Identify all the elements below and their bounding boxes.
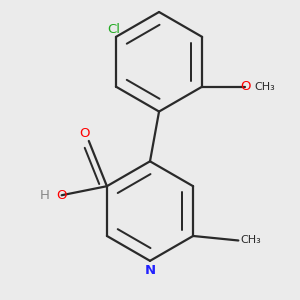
Text: CH₃: CH₃ <box>241 236 261 245</box>
Text: N: N <box>144 264 156 277</box>
Text: Cl: Cl <box>107 23 120 36</box>
Text: O: O <box>240 80 250 93</box>
Text: O: O <box>56 189 67 202</box>
Text: O: O <box>79 127 89 140</box>
Text: H: H <box>39 189 49 202</box>
Text: CH₃: CH₃ <box>254 82 275 92</box>
